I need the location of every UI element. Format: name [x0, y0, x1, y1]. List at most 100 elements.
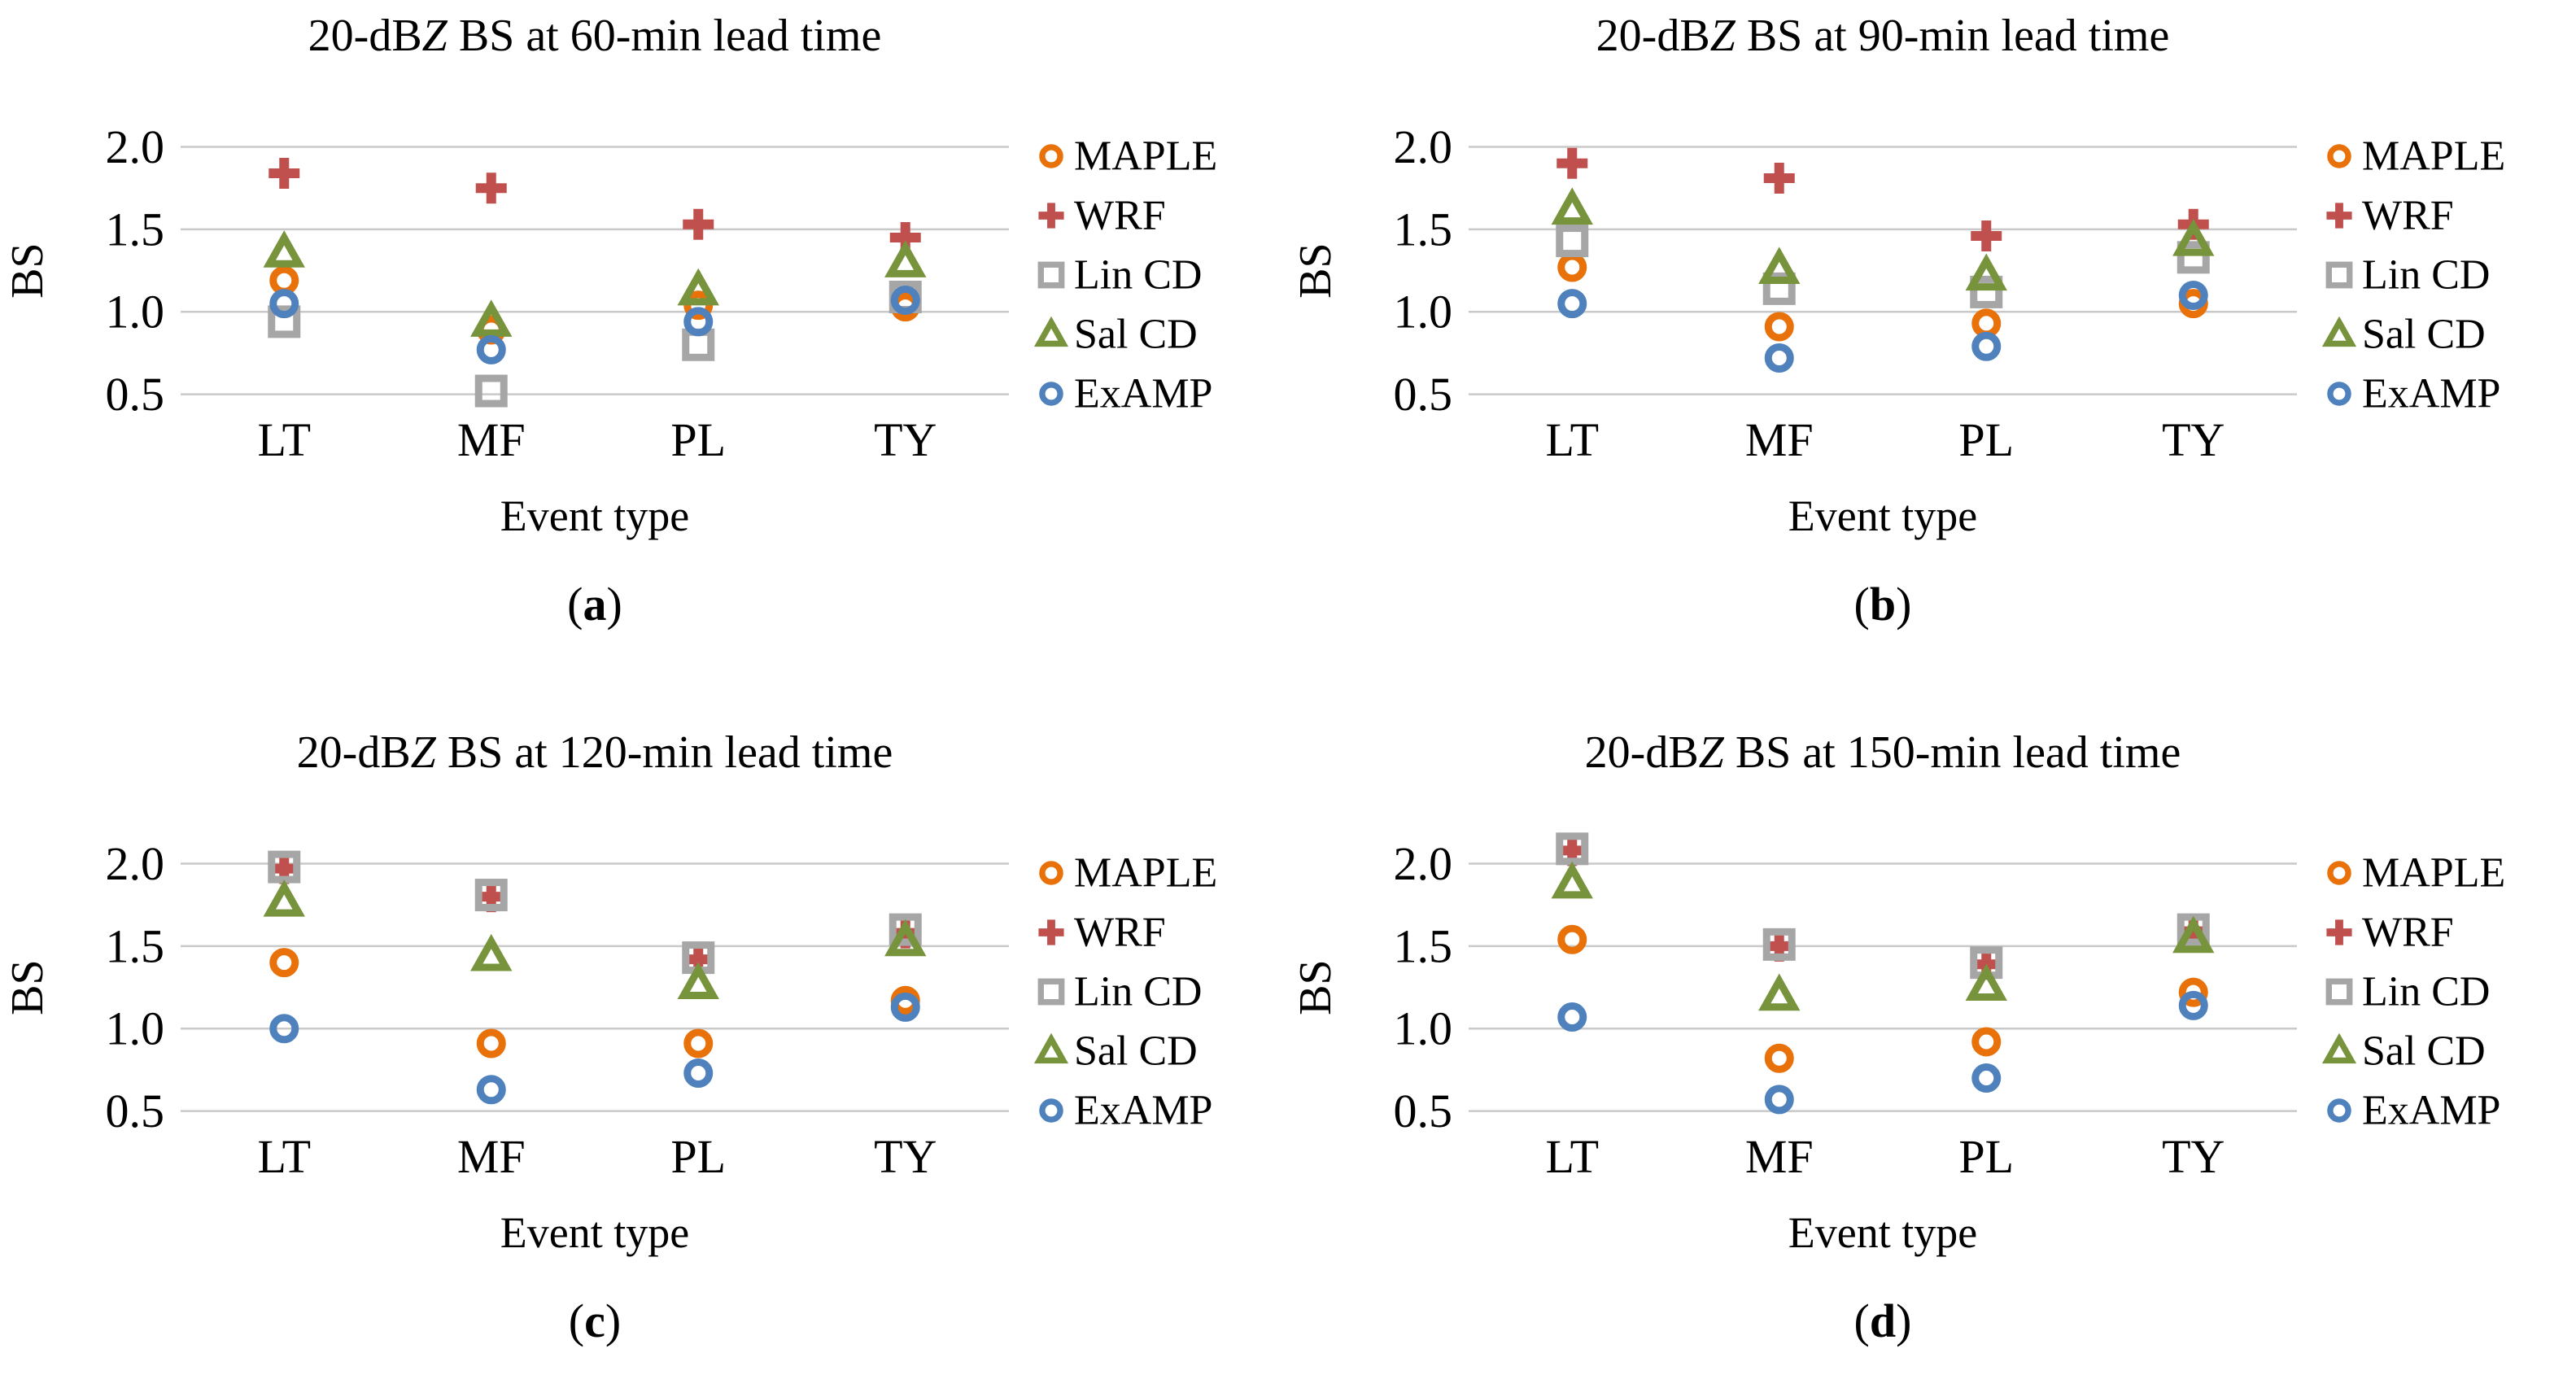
point-lin-cd-TY	[889, 913, 922, 946]
legend-label: Sal CD	[2362, 312, 2486, 358]
point-sal-cd-TY	[884, 240, 927, 277]
legend: MAPLE WRF Lin CD Sal CD ExAMP	[1033, 133, 1217, 417]
legend-label: ExAMP	[1074, 1088, 1212, 1134]
point-lin-cd-PL	[1970, 275, 2003, 308]
plus-legend-icon	[1038, 919, 1064, 945]
legend-item-examp: ExAMP	[2327, 371, 2500, 417]
point-sal-cd-TY	[884, 919, 927, 957]
point-sal-cd-MF	[470, 933, 513, 971]
square-legend-icon	[1037, 261, 1065, 289]
y-tick-label: 2.0	[106, 120, 165, 173]
point-examp-TY	[890, 286, 920, 316]
square-legend-icon	[1037, 978, 1065, 1006]
legend-item-sal-cd: Sal CD	[2321, 312, 2486, 358]
legend-item-lin-cd: Lin CD	[1037, 252, 1202, 299]
x-tick-label: TY	[2162, 1130, 2225, 1183]
legend-item-maple: MAPLE	[2327, 850, 2505, 897]
x-tick-label: PL	[1958, 1130, 2014, 1183]
legend-item-lin-cd: Lin CD	[2325, 969, 2490, 1015]
circle-legend-icon	[1039, 144, 1063, 168]
subplot-caption: (b)	[1854, 578, 1912, 631]
point-lin-cd-MF	[1762, 928, 1796, 961]
point-wrf-PL	[1971, 220, 2002, 251]
y-axis-label: BS	[2, 242, 53, 299]
chart-title: 20-dBZ BS at 90-min lead time	[1596, 11, 2170, 61]
x-tick-label: PL	[1958, 413, 2014, 466]
legend-label: Lin CD	[2362, 969, 2490, 1015]
point-examp-PL	[683, 307, 714, 337]
point-maple-LT	[269, 265, 299, 295]
plus-legend-icon	[1038, 203, 1064, 229]
circle-legend-icon	[2327, 861, 2351, 885]
y-tick-label: 0.5	[1394, 1085, 1453, 1137]
y-axis-label: BS	[1290, 242, 1341, 299]
y-tick-label: 2.0	[1394, 837, 1453, 890]
legend-item-sal-cd: Sal CD	[1033, 312, 1198, 358]
point-lin-cd-MF	[474, 879, 508, 912]
circle-legend-icon	[1039, 382, 1063, 406]
x-tick-label: TY	[874, 1130, 937, 1183]
x-axis-label: Event type	[500, 1208, 689, 1257]
legend-item-sal-cd: Sal CD	[2321, 1028, 2486, 1075]
subplot-b: 20-dBZ BS at 90-min lead time 2.0 1.5 1.0 0.…	[1290, 11, 2505, 631]
legend-label: WRF	[1074, 910, 1166, 956]
point-examp-TY	[890, 992, 920, 1022]
x-tick-label: MF	[1745, 1130, 1814, 1183]
x-tick-label: MF	[457, 413, 526, 466]
point-maple-MF	[1764, 1043, 1794, 1073]
legend-item-examp: ExAMP	[1039, 371, 1212, 417]
x-tick-label: TY	[2162, 413, 2225, 466]
x-tick-label: PL	[670, 1130, 726, 1183]
legend-label: ExAMP	[1074, 371, 1212, 417]
legend-item-wrf: WRF	[1038, 910, 1166, 956]
legend-item-sal-cd: Sal CD	[1033, 1028, 1198, 1075]
plus-legend-icon	[2326, 203, 2352, 229]
plus-legend-icon	[2326, 919, 2352, 945]
triangle-legend-icon	[2321, 316, 2357, 347]
y-tick-label: 1.0	[106, 286, 165, 338]
y-axis-label: BS	[2, 959, 53, 1015]
point-maple-TY	[2178, 977, 2208, 1007]
legend-item-lin-cd: Lin CD	[2325, 252, 2490, 299]
point-sal-cd-PL	[1965, 253, 2007, 291]
y-tick-label: 2.0	[106, 837, 165, 890]
legend-item-wrf: WRF	[2326, 910, 2454, 956]
y-tick-label: 1.0	[1394, 286, 1453, 338]
point-examp-PL	[1971, 331, 2002, 361]
legend-item-maple: MAPLE	[2327, 133, 2505, 180]
point-lin-cd-LT	[1556, 225, 1589, 258]
chart-title: 20-dBZ BS at 60-min lead time	[308, 11, 882, 61]
chart-title: 20-dBZ BS at 150-min lead time	[1585, 727, 2181, 778]
legend-label: Lin CD	[2362, 252, 2490, 299]
point-lin-cd-LT	[268, 305, 301, 338]
point-examp-LT	[1557, 1002, 1587, 1032]
point-maple-PL	[1971, 1027, 2002, 1057]
x-tick-label: MF	[1745, 413, 1814, 466]
point-maple-LT	[1557, 252, 1587, 282]
subplot-a: 20-dBZ BS at 60-min lead time 2.0 1.5 1.0 0.…	[2, 11, 1217, 631]
point-sal-cd-PL	[1965, 963, 2007, 1002]
point-maple-LT	[1557, 924, 1587, 954]
x-tick-label: LT	[257, 413, 311, 466]
point-wrf-MF	[475, 172, 507, 204]
legend-label: WRF	[1074, 193, 1166, 239]
legend: MAPLE WRF Lin CD Sal CD ExAMP	[1033, 850, 1217, 1134]
point-sal-cd-TY	[2172, 915, 2215, 954]
point-sal-cd-MF	[1758, 973, 1801, 1011]
point-lin-cd-MF	[474, 374, 508, 408]
point-maple-PL	[1971, 308, 2002, 338]
point-maple-MF	[476, 1028, 506, 1058]
point-sal-cd-PL	[677, 268, 719, 306]
point-examp-PL	[683, 1058, 714, 1088]
legend-label: Lin CD	[1074, 252, 1202, 299]
y-axis-label: BS	[1290, 959, 1341, 1015]
legend-label: MAPLE	[1074, 133, 1217, 180]
x-tick-label: TY	[874, 413, 937, 466]
y-tick-label: 1.5	[106, 919, 165, 972]
x-tick-label: LT	[257, 1130, 311, 1183]
y-tick-label: 1.0	[1394, 1002, 1453, 1055]
legend-item-maple: MAPLE	[1039, 133, 1217, 180]
legend-item-wrf: WRF	[2326, 193, 2454, 239]
